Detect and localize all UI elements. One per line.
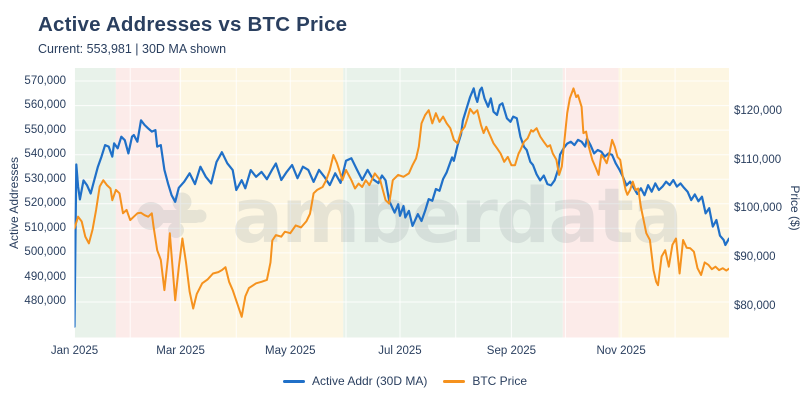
y-axis-left-tick-label: 500,000 xyxy=(24,246,66,259)
y-axis-right-title: Price ($) xyxy=(788,185,802,231)
y-axis-right-tick-label: $120,000 xyxy=(734,105,782,118)
legend-label-btc-price: BTC Price xyxy=(472,374,528,388)
watermark-logo-circle xyxy=(168,222,184,238)
legend-label-active-addr: Active Addr (30D MA) xyxy=(311,374,428,388)
regime-band xyxy=(343,68,563,338)
y-axis-left-tick-label: 490,000 xyxy=(24,270,66,283)
legend: Active Addr (30D MA) BTC Price xyxy=(0,374,810,388)
y-axis-left-tick-label: 560,000 xyxy=(24,99,66,112)
regime-band xyxy=(618,68,729,338)
regime-band xyxy=(115,68,180,338)
regime-band xyxy=(74,68,116,338)
x-axis-tick-label: May 2025 xyxy=(265,345,316,357)
y-axis-left-tick-label: 510,000 xyxy=(24,221,66,234)
watermark: amberdata xyxy=(137,171,683,260)
series-line-btc-price[interactable] xyxy=(74,87,730,318)
chart-title: Active Addresses vs BTC Price xyxy=(38,13,348,36)
x-axis-tick-label: Jan 2025 xyxy=(50,345,99,357)
chart-subtitle: Current: 553,981 | 30D MA shown xyxy=(38,42,227,56)
regime-band xyxy=(562,68,619,338)
legend-item-btc-price[interactable]: BTC Price xyxy=(443,374,527,388)
x-axis-tick-label: Jul 2025 xyxy=(378,345,422,357)
x-axis-tick-label: Nov 2025 xyxy=(596,345,646,357)
regime-band xyxy=(179,68,344,338)
y-axis-left-tick-label: 520,000 xyxy=(24,197,66,210)
watermark-logo-bar xyxy=(146,210,202,223)
y-axis-right-tick-label: $90,000 xyxy=(734,251,776,263)
y-axis-left-tick-label: 540,000 xyxy=(24,148,66,161)
legend-swatch-active-addr xyxy=(282,379,305,383)
legend-swatch-btc-price xyxy=(443,379,466,383)
y-axis-right-tick-label: $100,000 xyxy=(734,202,782,215)
watermark-text: amberdata xyxy=(232,171,681,260)
y-axis-left-tick-label: 570,000 xyxy=(24,74,66,87)
y-axis-left-tick-label: 550,000 xyxy=(24,123,66,136)
y-axis-right-tick-label: $110,000 xyxy=(734,153,782,166)
series-line-active-addr-30d-ma[interactable] xyxy=(74,86,730,328)
watermark-logo-circle xyxy=(137,202,165,230)
y-axis-left-tick-label: 480,000 xyxy=(24,295,66,308)
y-axis-left-tick-label: 530,000 xyxy=(24,172,66,185)
x-axis-tick-label: Sep 2025 xyxy=(486,345,537,357)
watermark-logo-circle xyxy=(193,209,207,223)
y-axis-right-tick-label: $80,000 xyxy=(734,299,776,312)
x-axis-tick-label: Mar 2025 xyxy=(156,345,205,357)
legend-item-active-addr[interactable]: Active Addr (30D MA) xyxy=(282,374,428,388)
